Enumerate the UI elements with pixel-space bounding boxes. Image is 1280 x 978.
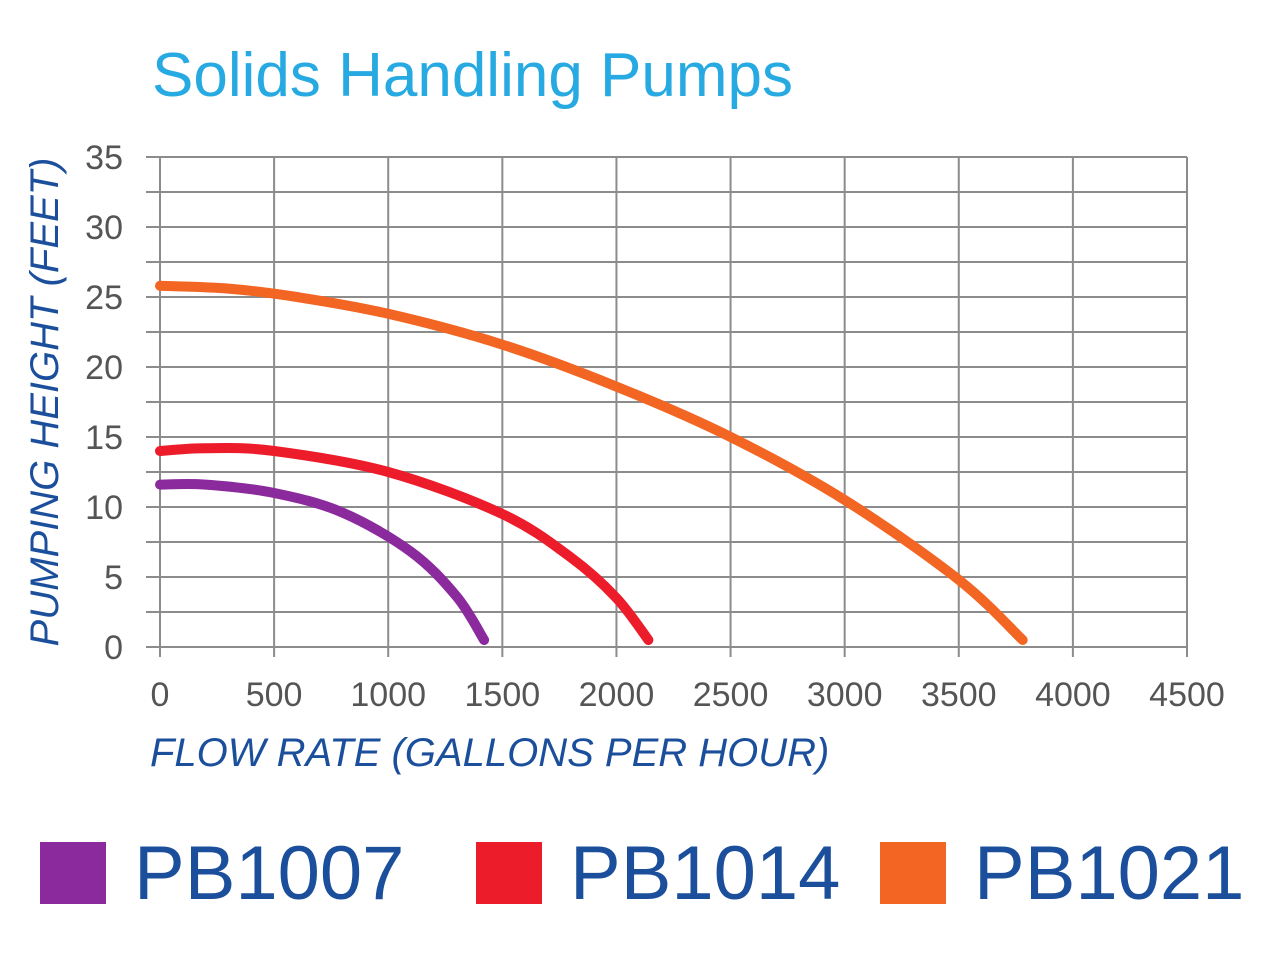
x-axis-title: FLOW RATE (GALLONS PER HOUR) [150,731,829,775]
x-tick-label: 2000 [579,676,655,714]
y-tick-label: 30 [85,209,123,247]
y-tick-label: 10 [85,489,123,527]
x-tick-label: 1500 [465,676,541,714]
y-axis-title: PUMPING HEIGHT (FEET) [23,158,67,647]
series-lines [155,280,1028,645]
series-line-pb1007 [155,478,490,645]
x-tick-label: 500 [246,676,303,714]
chart-title: Solids Handling Pumps [152,41,793,110]
legend: PB1007 PB1014 PB1021 [40,831,1244,916]
legend-swatch-pb1007 [40,842,106,904]
y-tick-labels: 0 5 10 15 20 25 30 35 [85,139,123,667]
legend-swatch-pb1014 [476,842,542,904]
x-tick-label: 4000 [1035,676,1111,714]
x-tick-label: 2500 [693,676,769,714]
legend-swatch-pb1021 [880,842,946,904]
series-line-pb1014 [155,443,654,645]
y-tick-label: 15 [85,419,123,457]
y-tick-label: 35 [85,139,123,177]
legend-label-pb1021: PB1021 [974,831,1244,916]
y-tick-label: 5 [104,559,123,597]
y-tick-label: 20 [85,349,123,387]
y-tick-label: 0 [104,629,123,667]
y-tick-label: 25 [85,279,123,317]
grid [146,156,1188,657]
series-line-pb1021 [155,280,1028,645]
x-tick-label: 3000 [807,676,883,714]
legend-label-pb1007: PB1007 [134,831,404,916]
x-tick-label: 1000 [350,676,426,714]
x-tick-label: 3500 [921,676,997,714]
x-tick-label: 0 [151,676,170,714]
x-tick-label: 4500 [1149,676,1225,714]
legend-label-pb1014: PB1014 [570,831,840,916]
x-tick-labels: 0 500 1000 1500 2000 2500 3000 3500 4000 4500 [151,676,1225,714]
